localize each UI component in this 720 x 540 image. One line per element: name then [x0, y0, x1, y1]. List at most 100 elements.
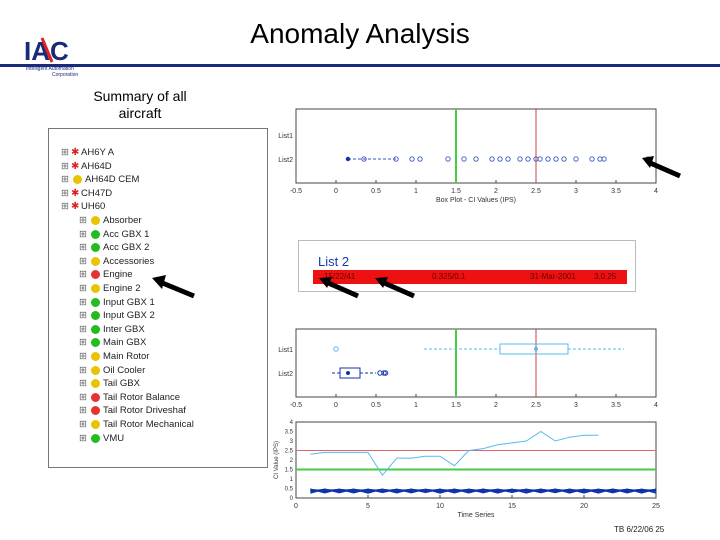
tree-item[interactable]: ⊞ Accessories [79, 256, 154, 270]
data-point [489, 156, 495, 162]
expand-icon[interactable]: ⊞ [79, 323, 87, 335]
alert-star-icon: ✱ [71, 187, 80, 199]
tree-item-label: Main GBX [103, 337, 147, 349]
expand-icon[interactable]: ⊞ [79, 378, 87, 390]
tree-item[interactable]: ⊞ Inter GBX [79, 324, 145, 338]
x-tick-label: 0 [334, 188, 338, 195]
data-point [505, 156, 511, 162]
data-point [573, 156, 579, 162]
yellow-status-icon [91, 351, 100, 361]
tree-item[interactable]: ⊞ Oil Cooler [79, 365, 145, 379]
tree-item[interactable]: ⊞ Engine [79, 269, 133, 283]
yellow-status-icon [91, 215, 100, 225]
expand-icon[interactable]: ⊞ [79, 432, 87, 444]
data-point [361, 156, 367, 162]
tree-item[interactable]: ⊞ VMU [79, 433, 124, 447]
tree-item[interactable]: ⊞ Tail Rotor Balance [79, 392, 180, 406]
alert-star-icon: ✱ [71, 201, 80, 213]
tree-item-label: Engine [103, 269, 133, 281]
tree-item-label: AH6Y A [81, 147, 115, 159]
box [339, 367, 361, 379]
tree-item-label: Tail Rotor Driveshaf [103, 405, 186, 417]
data-point [393, 156, 399, 162]
expand-icon[interactable]: ⊞ [79, 255, 87, 267]
expand-icon[interactable]: ⊞ [79, 283, 87, 294]
plot-area [295, 421, 657, 499]
expand-icon[interactable]: ⊞ [61, 187, 69, 199]
list-row-selected[interactable] [313, 270, 627, 284]
expand-icon[interactable]: ⊞ [79, 269, 87, 281]
expand-icon[interactable]: ⊞ [79, 296, 87, 308]
tree-item[interactable]: ⊞ Engine 2 [79, 283, 141, 297]
expand-icon[interactable]: ⊞ [79, 364, 87, 376]
data-point [461, 156, 467, 162]
data-point [537, 156, 543, 162]
expand-icon[interactable]: ⊞ [79, 310, 87, 322]
tree-item[interactable]: ⊞ Input GBX 1 [79, 297, 155, 311]
tree-item[interactable]: ⊞ Acc GBX 2 [79, 242, 149, 256]
expand-icon[interactable]: ⊞ [79, 215, 87, 226]
y-tick-label: 1 [290, 477, 294, 483]
red-status-icon [91, 392, 100, 402]
expand-icon[interactable]: ⊞ [79, 391, 87, 403]
tree-item[interactable]: ⊞ ✱ UH60 [61, 201, 105, 215]
yellow-status-icon [73, 175, 82, 185]
expand-icon[interactable]: ⊞ [61, 201, 69, 213]
y-tick-label: 4 [290, 420, 294, 426]
expand-icon[interactable]: ⊞ [79, 337, 87, 349]
tree-item-label: Acc GBX 2 [103, 242, 150, 254]
expand-icon[interactable]: ⊞ [79, 405, 87, 417]
tree-item-label: Engine 2 [103, 283, 141, 294]
tree-item[interactable]: ⊞ Acc GBX 1 [79, 229, 149, 243]
tree-item[interactable]: ⊞ Main GBX [79, 337, 146, 351]
tree-item[interactable]: ⊞ ✱ AH6Y A [61, 147, 114, 161]
tree-item[interactable]: ⊞ Tail Rotor Driveshaf [79, 405, 186, 419]
tree-item-label: Input GBX 1 [103, 296, 155, 308]
iac-logo: IAC Intelligent Automation Corporation [22, 34, 102, 78]
y-tick-label: 1.5 [285, 468, 294, 474]
data-point [409, 156, 415, 162]
tree-item-label: CH47D [81, 187, 113, 199]
series-line [310, 488, 657, 494]
y-tick-label: 3.5 [285, 430, 294, 436]
box [499, 343, 569, 355]
expand-icon[interactable]: ⊞ [79, 419, 87, 430]
tree-item[interactable]: ⊞ Tail Rotor Mechanical [79, 419, 194, 433]
tree-item-label: AH64D [81, 160, 112, 172]
x-tick-label: -0.5 [290, 402, 302, 409]
tree-item-label: Tail GBX [103, 378, 140, 390]
data-point [545, 156, 551, 162]
tree-item[interactable]: ⊞ Main Rotor [79, 351, 149, 365]
tree-item[interactable]: ⊞ ✱ AH64D [61, 161, 112, 175]
list-cell-1: 15/22/41 [324, 272, 356, 281]
expand-icon[interactable]: ⊞ [61, 160, 69, 172]
red-status-icon [91, 406, 100, 416]
expand-icon[interactable]: ⊞ [79, 242, 87, 254]
y-category-label: List2 [278, 157, 293, 164]
red-status-icon [91, 270, 100, 280]
timeseries-chart: 0 5 10 15 20 25 0 0.5 1 1.5 2 2.5 3 3.5 4 Time Series CI… [274, 420, 660, 519]
tree-item-label: Accessories [103, 255, 155, 267]
boxplot-chart-bottom: -0.5 0 0.5 1 1.5 2 2.5 3 3.5 4 List1 List2 [278, 328, 658, 409]
tree-item-label: AH64D CEM [85, 174, 140, 186]
expand-icon[interactable]: ⊞ [79, 228, 87, 240]
outlier-point [333, 346, 339, 352]
tree-item[interactable]: ⊞ Tail GBX [79, 378, 140, 392]
x-tick-label: 0 [294, 503, 298, 510]
tree-item[interactable]: ⊞ ✱ CH47D [61, 188, 112, 202]
tree-item[interactable]: ⊞ Absorber [79, 215, 142, 229]
x-tick-label: 0.5 [371, 188, 381, 195]
x-tick-label: 4 [654, 188, 658, 195]
y-tick-label: 0 [290, 496, 294, 502]
expand-icon[interactable]: ⊞ [61, 174, 69, 186]
green-status-icon [91, 229, 100, 239]
green-status-icon [91, 311, 100, 321]
tree-item-label: Absorber [103, 215, 142, 226]
tree-item[interactable]: ⊞ Input GBX 2 [79, 310, 155, 324]
expand-icon[interactable]: ⊞ [61, 147, 69, 159]
tree-item[interactable]: ⊞ AH64D CEM [61, 174, 139, 188]
component-tree[interactable]: ⊞ ✱ AH6Y A ⊞ ✱ AH64D ⊞ AH64D CEM ⊞ ✱ CH47D ⊞ ✱ UH60 ⊞ A… [48, 128, 268, 468]
expand-icon[interactable]: ⊞ [79, 351, 87, 362]
tree-item-label: VMU [103, 432, 125, 444]
series-line [310, 488, 657, 494]
